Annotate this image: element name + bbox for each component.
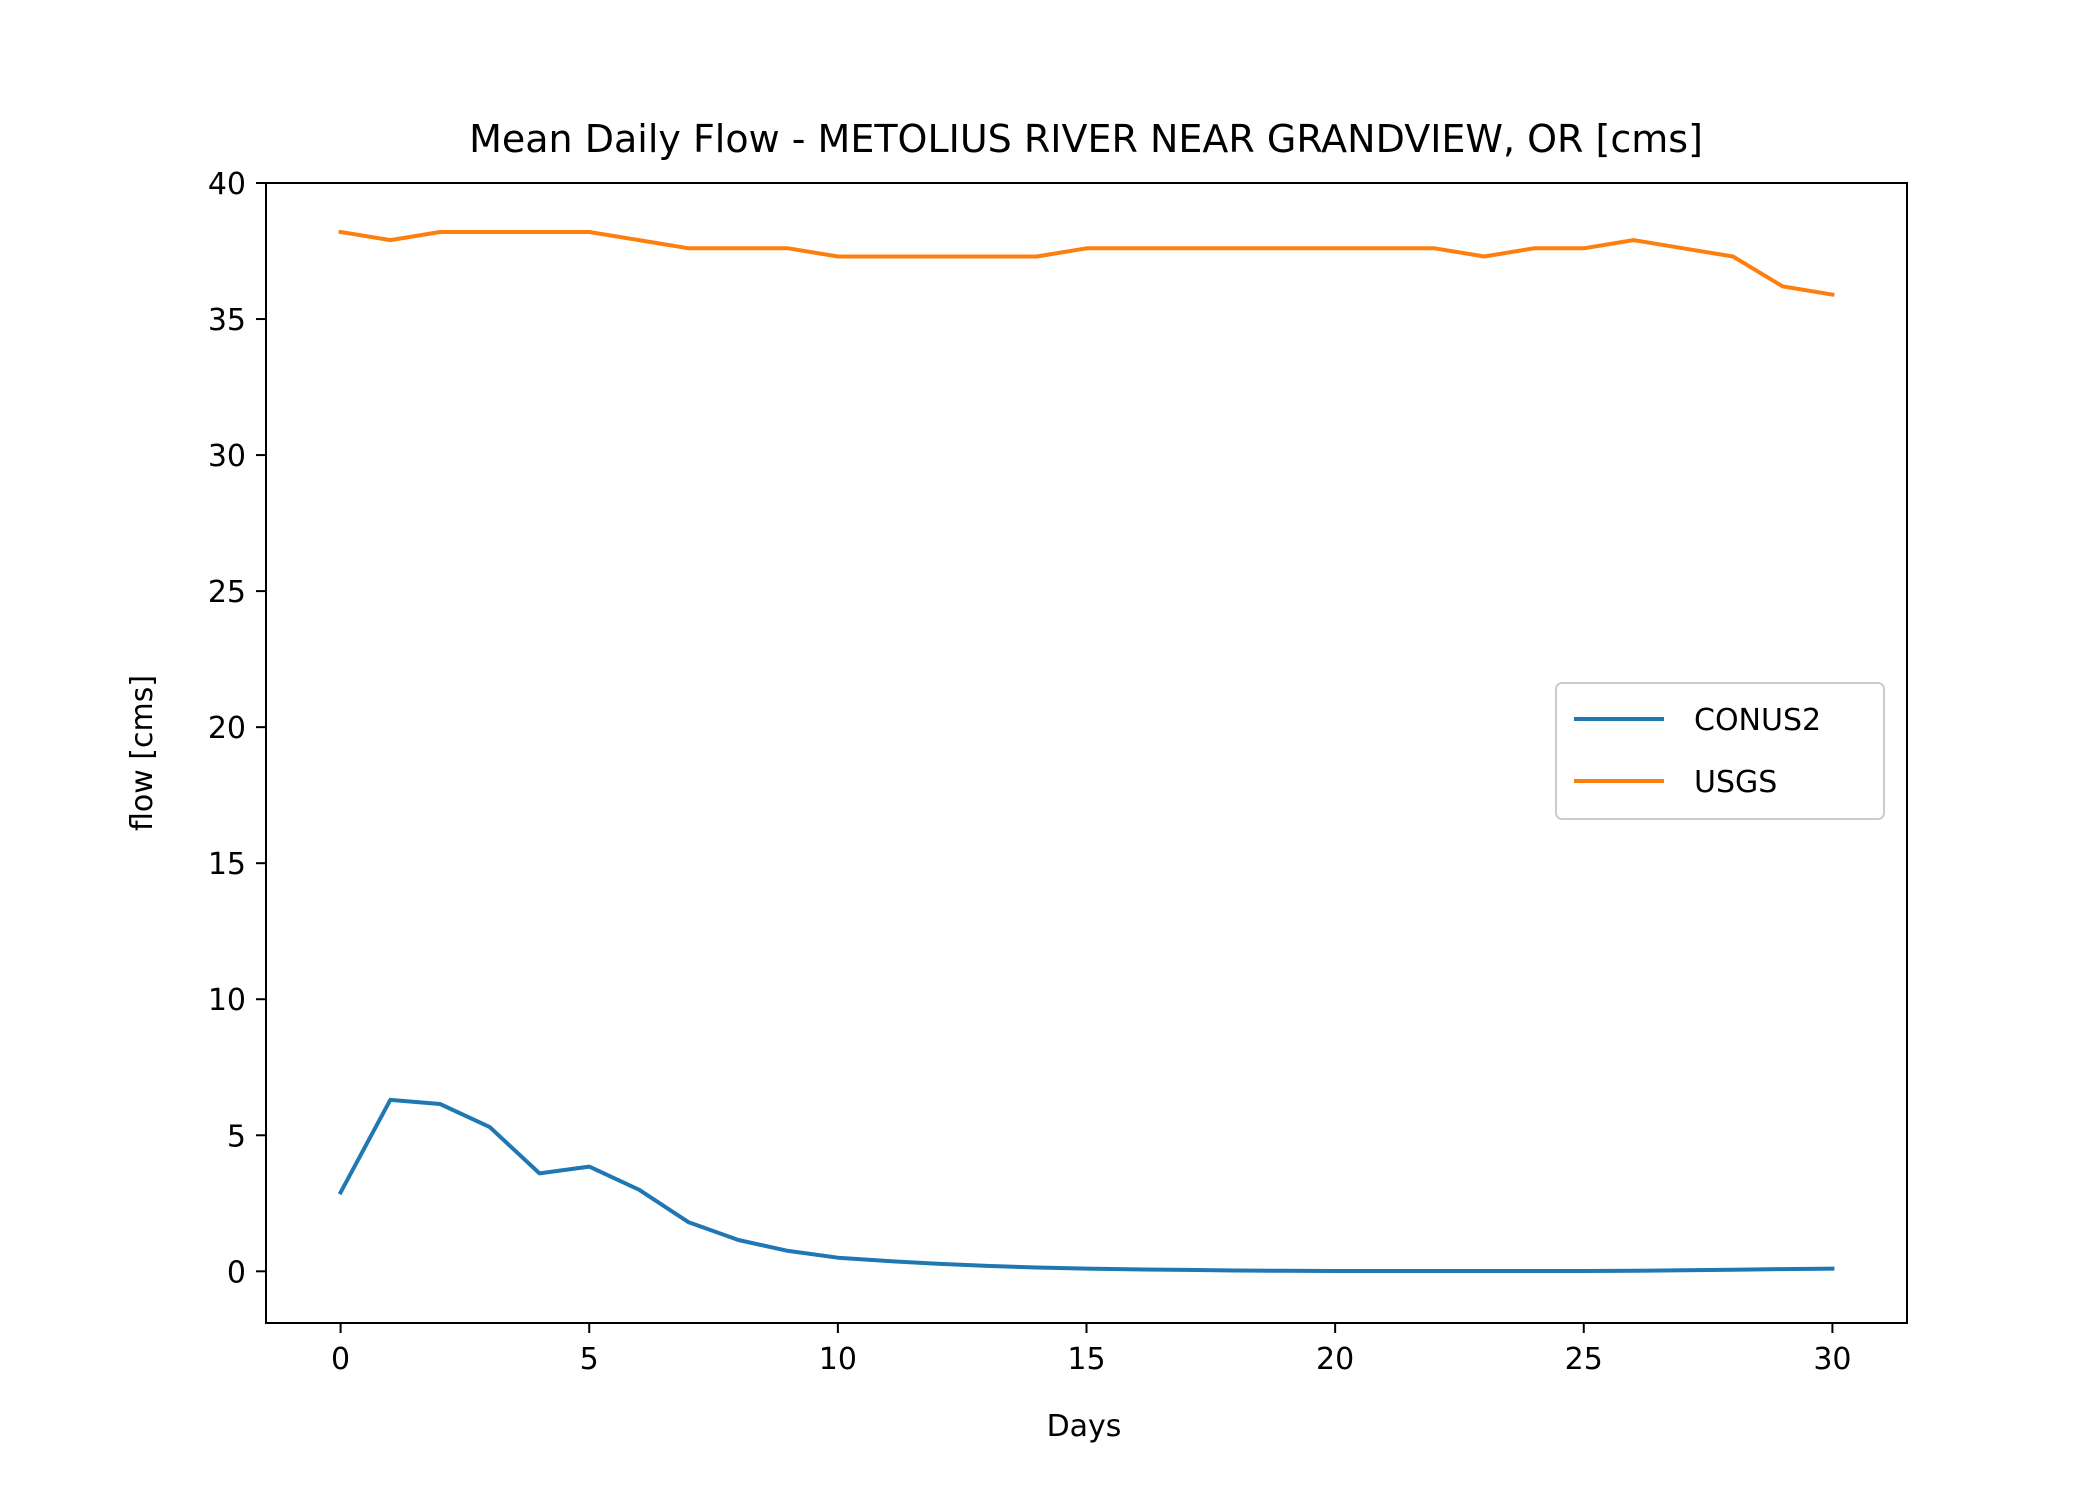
- y-tick-label: 40: [208, 167, 246, 202]
- x-tick-label: 10: [819, 1342, 857, 1377]
- x-axis-label: Days: [1047, 1409, 1122, 1444]
- x-tick-label: 5: [580, 1342, 599, 1377]
- series-layer: [337, 229, 1835, 1273]
- x-tick-label: 0: [331, 1342, 350, 1377]
- legend-label-conus2: CONUS2: [1694, 703, 1821, 738]
- legend: CONUS2 USGS: [1555, 682, 1885, 820]
- y-tick-label: 0: [227, 1255, 246, 1290]
- x-tick-label: 25: [1565, 1342, 1603, 1377]
- y-tick-label: 35: [208, 303, 246, 338]
- y-axis: 0 5 10 15 20 25 30 35 40: [208, 167, 266, 1290]
- series-line-usgs: [338, 229, 1835, 297]
- y-tick-label: 20: [208, 711, 246, 746]
- y-tick-label: 15: [208, 847, 246, 882]
- legend-label-usgs: USGS: [1694, 765, 1777, 800]
- x-tick-label: 30: [1813, 1342, 1851, 1377]
- chart-title: Mean Daily Flow - METOLIUS RIVER NEAR GR…: [469, 117, 1703, 161]
- y-tick-label: 25: [208, 575, 246, 610]
- x-axis: 0 5 10 15 20 25 30: [331, 1323, 1852, 1377]
- y-tick-label: 10: [208, 983, 246, 1018]
- x-tick-label: 20: [1316, 1342, 1354, 1377]
- y-tick-label: 30: [208, 439, 246, 474]
- x-tick-label: 15: [1067, 1342, 1105, 1377]
- series-line-conus2: [337, 1097, 1835, 1273]
- y-tick-label: 5: [227, 1119, 246, 1154]
- y-axis-label: flow [cms]: [125, 675, 160, 831]
